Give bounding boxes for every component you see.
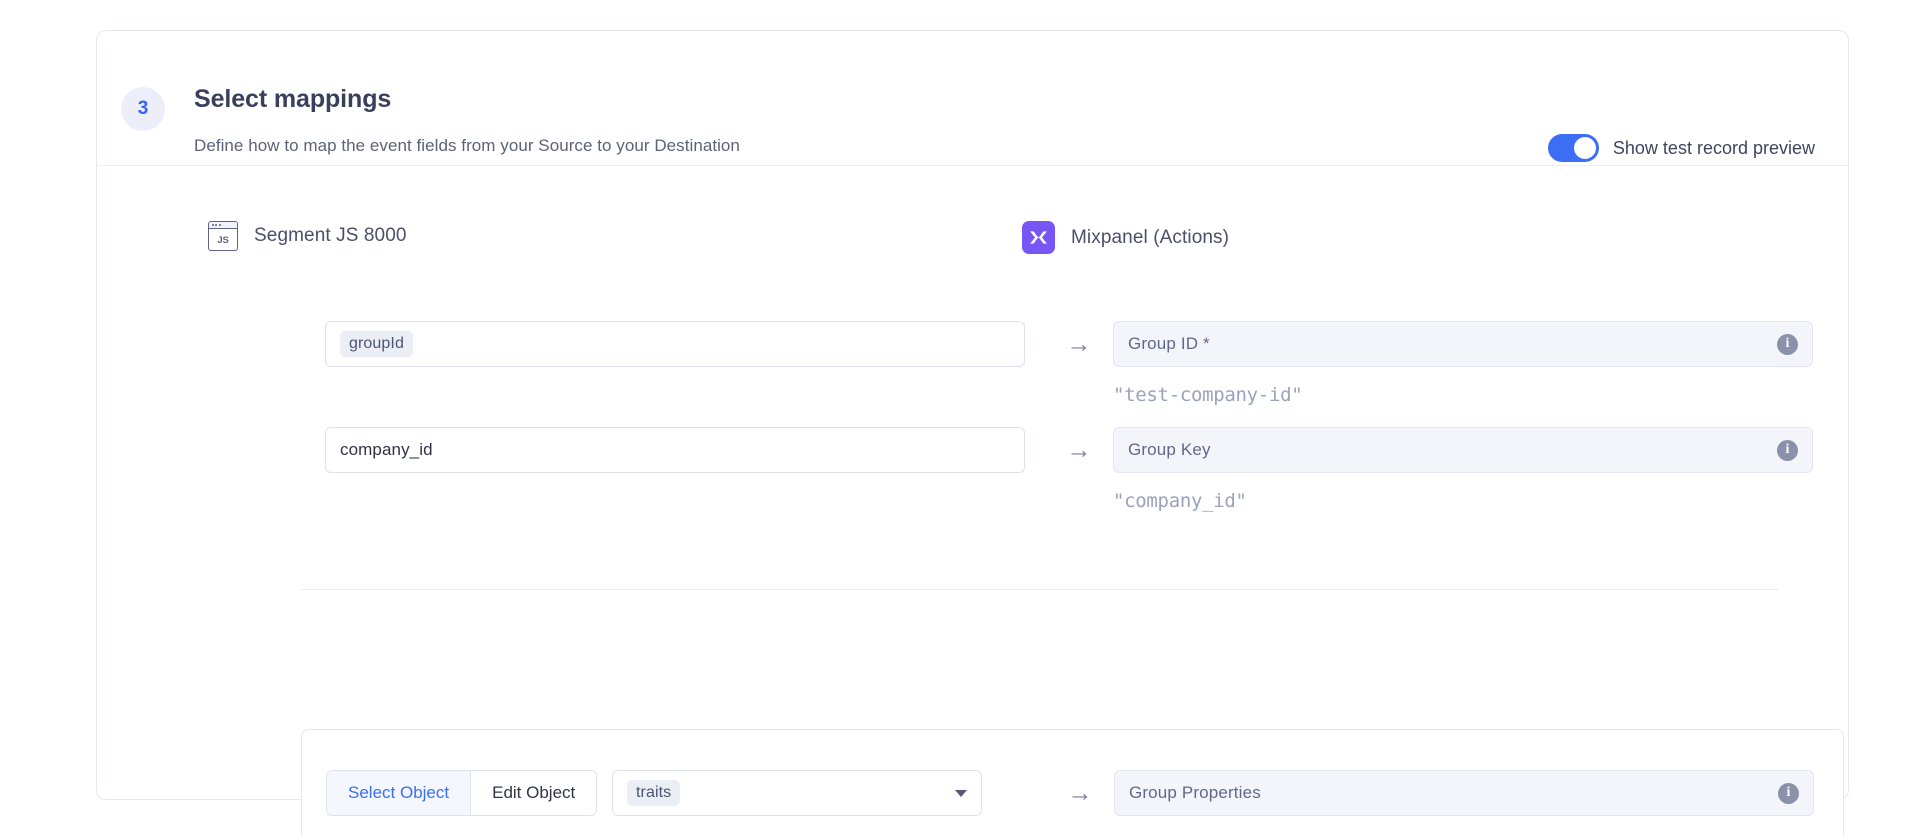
chevron-down-icon[interactable] bbox=[955, 789, 967, 797]
section-divider bbox=[301, 589, 1778, 590]
destination-name: Mixpanel (Actions) bbox=[1071, 226, 1230, 248]
object-mapping-card: Select Object Edit Object traits → Group… bbox=[301, 729, 1844, 836]
show-test-record-preview-toggle[interactable] bbox=[1547, 134, 1599, 162]
page-title: Select mappings bbox=[194, 85, 392, 113]
mapping-row: company_id → Group Key i bbox=[97, 427, 1848, 473]
card-header: 3 Select mappings Define how to map the … bbox=[97, 31, 1848, 166]
mapping-arrow-icon-1: → bbox=[1066, 329, 1092, 358]
info-icon[interactable]: i bbox=[1778, 782, 1799, 804]
destination-field-2: Group Key i bbox=[1113, 427, 1813, 473]
object-select-dropdown[interactable]: traits bbox=[612, 770, 982, 816]
destination-field-label-1: Group ID * bbox=[1128, 334, 1210, 353]
source-field-input-2[interactable]: company_id bbox=[325, 427, 1025, 473]
mixpanel-icon bbox=[1022, 221, 1055, 254]
source-field-input-1[interactable]: groupId bbox=[325, 321, 1025, 367]
object-mapping-arrow-icon: → bbox=[1067, 778, 1093, 807]
show-test-record-preview-control[interactable]: Show test record preview bbox=[1547, 134, 1815, 162]
show-test-record-preview-label: Show test record preview bbox=[1612, 137, 1815, 158]
info-icon[interactable]: i bbox=[1777, 439, 1798, 461]
mapping-arrow-icon-2: → bbox=[1066, 435, 1092, 464]
page-subtitle: Define how to map the event fields from … bbox=[194, 136, 740, 155]
source-field-chip-1[interactable]: groupId bbox=[340, 331, 413, 357]
destination-field-label-2: Group Key bbox=[1128, 440, 1211, 459]
info-icon[interactable]: i bbox=[1777, 333, 1798, 355]
object-select-chip: traits bbox=[627, 780, 681, 806]
source-column-header: JS Segment JS 8000 bbox=[208, 221, 407, 251]
step-card: 3 Select mappings Define how to map the … bbox=[96, 30, 1849, 836]
browser-window-js-icon: JS bbox=[208, 221, 238, 251]
destination-field-1: Group ID * i bbox=[1113, 321, 1813, 367]
js-icon-text: JS bbox=[217, 234, 229, 246]
columns-header: JS Segment JS 8000 Mixpanel (Actions) bbox=[97, 221, 1848, 261]
object-mode-tabs: Select Object Edit Object bbox=[326, 770, 598, 816]
destination-field-group-properties: Group Properties i bbox=[1114, 770, 1814, 816]
destination-column-header: Mixpanel (Actions) bbox=[1022, 221, 1229, 254]
preview-value-2: "company_id" bbox=[1113, 490, 1247, 512]
source-name: Segment JS 8000 bbox=[254, 225, 407, 246]
tab-select-object[interactable]: Select Object bbox=[327, 771, 471, 815]
source-field-value-2: company_id bbox=[340, 440, 433, 459]
toggle-knob bbox=[1573, 137, 1596, 159]
destination-field-label-3: Group Properties bbox=[1129, 783, 1261, 802]
preview-value-1: "test-company-id" bbox=[1113, 384, 1303, 406]
step-number-badge: 3 bbox=[121, 87, 165, 131]
mapping-row: groupId → Group ID * i bbox=[97, 321, 1848, 367]
tab-edit-object[interactable]: Edit Object bbox=[470, 771, 597, 815]
